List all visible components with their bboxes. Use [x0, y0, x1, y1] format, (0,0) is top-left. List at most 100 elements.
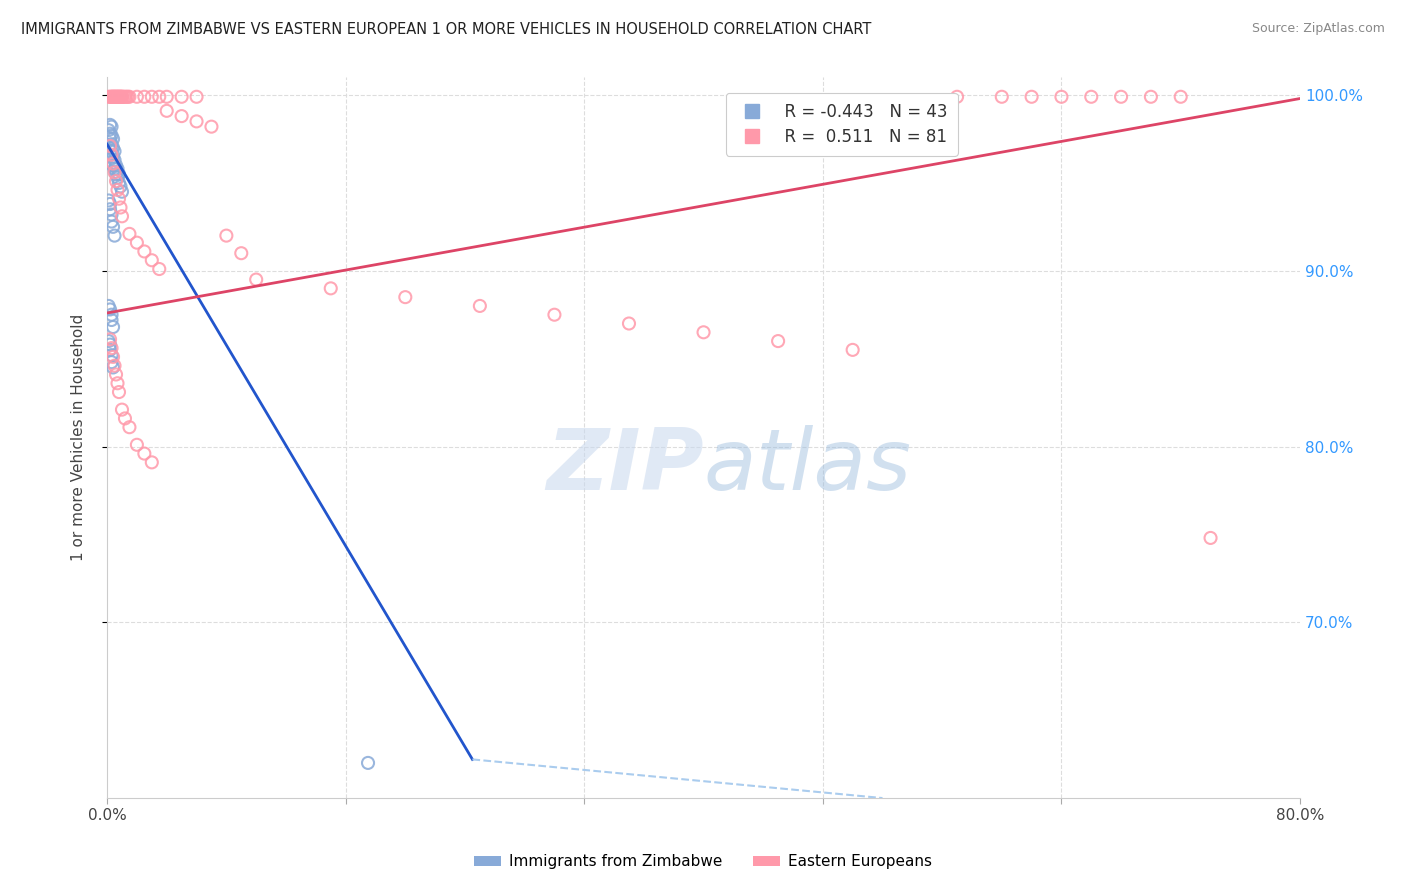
- Point: [105, 158, 128, 172]
- Point: [100, 208, 122, 222]
- Point: [1199, 531, 1222, 545]
- Point: [100, 214, 122, 228]
- Point: [97, 334, 120, 348]
- Point: [319, 281, 342, 295]
- Point: [103, 89, 125, 103]
- Point: [98, 202, 121, 217]
- Point: [468, 299, 491, 313]
- Point: [105, 89, 128, 103]
- Point: [156, 89, 179, 103]
- Point: [103, 228, 125, 243]
- Point: [101, 158, 124, 172]
- Text: atlas: atlas: [703, 425, 911, 508]
- Point: [100, 355, 122, 369]
- Text: Source: ZipAtlas.com: Source: ZipAtlas.com: [1251, 22, 1385, 36]
- Point: [107, 170, 129, 185]
- Point: [1170, 89, 1192, 103]
- Point: [105, 167, 128, 181]
- Point: [108, 385, 131, 400]
- Point: [97, 89, 120, 103]
- Point: [98, 302, 121, 317]
- Point: [1021, 89, 1043, 103]
- Point: [186, 114, 208, 128]
- Point: [841, 343, 863, 357]
- Point: [141, 455, 163, 469]
- Point: [100, 137, 122, 152]
- Point: [100, 148, 122, 162]
- Point: [111, 185, 134, 199]
- Point: [245, 272, 267, 286]
- Point: [101, 350, 124, 364]
- Point: [134, 89, 156, 103]
- Text: IMMIGRANTS FROM ZIMBABWE VS EASTERN EUROPEAN 1 OR MORE VEHICLES IN HOUSEHOLD COR: IMMIGRANTS FROM ZIMBABWE VS EASTERN EURO…: [21, 22, 872, 37]
- Point: [394, 290, 416, 304]
- Point: [108, 176, 131, 190]
- Point: [1140, 89, 1163, 103]
- Point: [357, 756, 380, 770]
- Point: [98, 332, 121, 346]
- Point: [108, 192, 131, 206]
- Point: [100, 308, 122, 322]
- Point: [101, 360, 124, 375]
- Point: [101, 132, 124, 146]
- Point: [98, 197, 121, 211]
- Point: [156, 103, 179, 118]
- Point: [100, 120, 122, 134]
- Point: [101, 156, 124, 170]
- Point: [991, 89, 1014, 103]
- Point: [98, 343, 121, 357]
- Point: [112, 89, 135, 103]
- Point: [97, 299, 120, 313]
- Point: [98, 89, 121, 103]
- Point: [125, 438, 148, 452]
- Point: [100, 341, 122, 355]
- Point: [125, 235, 148, 250]
- Point: [107, 376, 129, 391]
- Point: [111, 209, 134, 223]
- Point: [108, 89, 131, 103]
- Legend:   R = -0.443   N = 43,   R =  0.511   N = 81: R = -0.443 N = 43, R = 0.511 N = 81: [725, 93, 957, 155]
- Point: [215, 228, 238, 243]
- Point: [103, 165, 125, 179]
- Point: [1109, 89, 1132, 103]
- Point: [141, 253, 163, 268]
- Point: [1080, 89, 1102, 103]
- Point: [107, 89, 129, 103]
- Point: [98, 127, 121, 141]
- Point: [118, 420, 141, 434]
- Point: [148, 262, 170, 277]
- Point: [101, 89, 124, 103]
- Point: [108, 89, 131, 103]
- Point: [105, 174, 128, 188]
- Point: [101, 141, 124, 155]
- Point: [107, 89, 129, 103]
- Point: [170, 109, 193, 123]
- Point: [105, 368, 128, 382]
- Point: [103, 153, 125, 167]
- Point: [110, 179, 132, 194]
- Point: [98, 337, 121, 351]
- Point: [105, 89, 128, 103]
- Legend: Immigrants from Zimbabwe, Eastern Europeans: Immigrants from Zimbabwe, Eastern Europe…: [468, 848, 938, 875]
- Point: [100, 128, 122, 143]
- Point: [543, 308, 565, 322]
- Point: [114, 411, 136, 425]
- Point: [97, 123, 120, 137]
- Point: [107, 161, 129, 176]
- Point: [111, 89, 134, 103]
- Point: [100, 89, 122, 103]
- Point: [98, 132, 121, 146]
- Point: [617, 317, 640, 331]
- Point: [97, 194, 120, 208]
- Point: [98, 118, 121, 132]
- Point: [103, 89, 125, 103]
- Point: [100, 313, 122, 327]
- Point: [100, 145, 122, 159]
- Point: [110, 89, 132, 103]
- Text: ZIP: ZIP: [546, 425, 703, 508]
- Point: [946, 89, 969, 103]
- Point: [141, 89, 163, 103]
- Point: [101, 320, 124, 334]
- Point: [100, 89, 122, 103]
- Point: [766, 334, 789, 348]
